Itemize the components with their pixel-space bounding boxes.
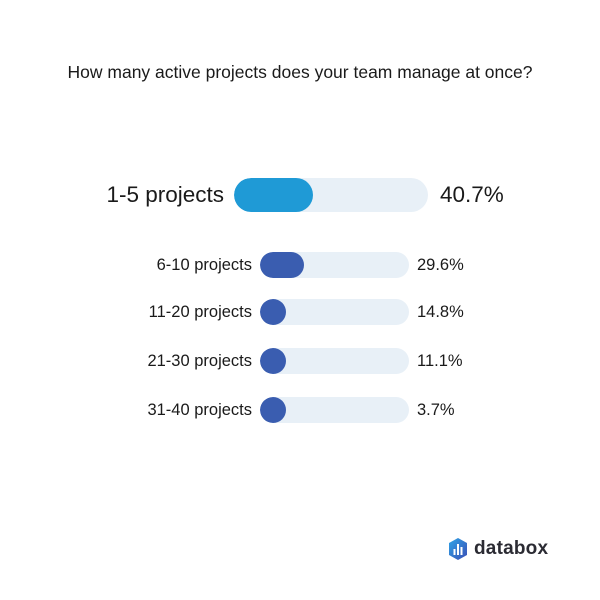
bar-label: 21-30 projects bbox=[147, 352, 252, 370]
bar-row-31-40: 31-40 projects 3.7% bbox=[0, 397, 600, 423]
chart-title: How many active projects does your team … bbox=[67, 62, 533, 82]
bar-row-6-10: 6-10 projects 29.6% bbox=[0, 252, 600, 278]
bar-value: 14.8% bbox=[417, 303, 464, 321]
bar-fill bbox=[260, 299, 286, 325]
bar-value: 3.7% bbox=[417, 401, 455, 419]
bar-label: 1-5 projects bbox=[106, 182, 224, 207]
bar-label: 11-20 projects bbox=[148, 303, 252, 321]
bar-fill bbox=[260, 348, 286, 374]
bar-row-11-20: 11-20 projects 14.8% bbox=[0, 299, 600, 325]
bar-fill bbox=[260, 252, 305, 278]
bar-fill bbox=[260, 397, 286, 423]
bar-track bbox=[260, 252, 409, 278]
bar-label: 31-40 projects bbox=[147, 401, 252, 419]
databox-logo-icon bbox=[449, 538, 467, 560]
bar-track bbox=[234, 178, 428, 212]
bar-fill bbox=[234, 178, 313, 212]
bar-value: 40.7% bbox=[440, 182, 504, 207]
bar-label: 6-10 projects bbox=[156, 256, 252, 274]
bar-track bbox=[260, 397, 409, 423]
bar-value: 11.1% bbox=[417, 352, 463, 370]
bar-track bbox=[260, 348, 409, 374]
bar-track bbox=[260, 299, 409, 325]
bar-value: 29.6% bbox=[417, 256, 464, 274]
databox-logo: databox bbox=[448, 538, 548, 560]
brand-name: databox bbox=[474, 538, 549, 559]
bar-row-1-5: 1-5 projects 40.7% bbox=[0, 178, 600, 212]
bar-row-21-30: 21-30 projects 11.1% bbox=[0, 348, 600, 374]
